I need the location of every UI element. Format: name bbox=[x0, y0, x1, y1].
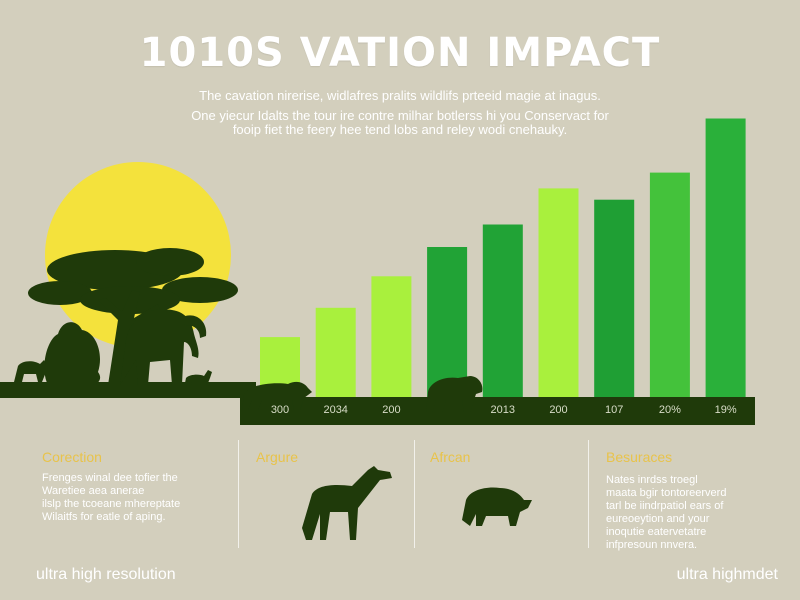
tick-label-8: 20% bbox=[659, 404, 681, 416]
tick-label-3: 200 bbox=[382, 404, 400, 416]
panel-title-corection: Corection bbox=[42, 449, 102, 465]
gazelle-icon bbox=[184, 370, 212, 388]
panel-title-argure: Argure bbox=[256, 449, 299, 465]
ground-strip bbox=[0, 382, 256, 398]
panel-line: Wilaitfs for eatle of aping. bbox=[42, 511, 166, 523]
tick-label-2: 2034 bbox=[323, 404, 347, 416]
subtitle-line-1: The cavation nirerise, widlafres pralits… bbox=[199, 88, 601, 103]
panel-line: Nates inrdss troegl bbox=[606, 474, 698, 486]
panel-divider bbox=[414, 440, 415, 548]
footer-left: ultra high resolution bbox=[36, 566, 176, 583]
tick-label-9: 19% bbox=[715, 404, 737, 416]
elephant-icon bbox=[120, 309, 207, 385]
tick-label-group: 300 2034 200 2013 200 107 20% 19% bbox=[271, 404, 737, 416]
tick-label-6: 200 bbox=[549, 404, 567, 416]
panel-text-corection: Frenges winal dee tofier the Waretiee ae… bbox=[42, 472, 180, 524]
bar-3 bbox=[371, 276, 412, 398]
chart-baseline bbox=[240, 397, 755, 425]
panel-line: infpresoun nnvera. bbox=[606, 539, 698, 551]
panel-title-afrcan: Afrcan bbox=[430, 449, 471, 465]
panel-line: Frenges winal dee tofier the bbox=[42, 472, 178, 484]
subtitle-line-2: One yiecur Idalts the tour ire contre mi… bbox=[191, 108, 609, 123]
panel-divider bbox=[588, 440, 589, 548]
panel-line: ilslp the tcoeane mhereptate bbox=[42, 498, 181, 510]
panel-text-besuraces: Nates inrdss troegl maata bgir tontoreer… bbox=[606, 474, 726, 552]
bar-6 bbox=[538, 188, 579, 398]
panel-line: inoqutie eatervetatre bbox=[606, 526, 707, 538]
subtitle-line-3: fooip fiet the feery hee tend lobs and r… bbox=[232, 122, 568, 137]
lion-icon bbox=[14, 360, 48, 382]
panel-line: eureoeytion and your bbox=[606, 513, 710, 525]
bar-4 bbox=[427, 247, 468, 398]
bison-icon bbox=[426, 376, 483, 412]
panel-line: maata bgir tontoreerverd bbox=[606, 487, 727, 499]
panel-line: Waretiee aea anerae bbox=[42, 485, 145, 497]
bar-8 bbox=[649, 172, 690, 398]
panel-divider bbox=[238, 440, 239, 548]
bar-group bbox=[260, 118, 746, 398]
panel-line: tarl be iindrpatiol ears of bbox=[606, 500, 724, 512]
giraffe-icon bbox=[302, 466, 392, 540]
tick-label-7: 107 bbox=[605, 404, 623, 416]
bar-2 bbox=[315, 307, 356, 398]
bar-7 bbox=[594, 199, 635, 398]
page-title: 1010S VATION IMPACT bbox=[139, 30, 661, 76]
bush-icon bbox=[44, 322, 101, 386]
rhino-icon bbox=[462, 487, 532, 526]
boar-icon bbox=[242, 381, 312, 410]
footer-right: ultra highmdet bbox=[676, 566, 778, 583]
tick-label-5: 2013 bbox=[491, 404, 515, 416]
panel-title-besuraces: Besuraces bbox=[606, 449, 673, 465]
bar-5 bbox=[482, 224, 523, 398]
tick-label-1: 300 bbox=[271, 404, 289, 416]
bar-9 bbox=[705, 118, 746, 398]
